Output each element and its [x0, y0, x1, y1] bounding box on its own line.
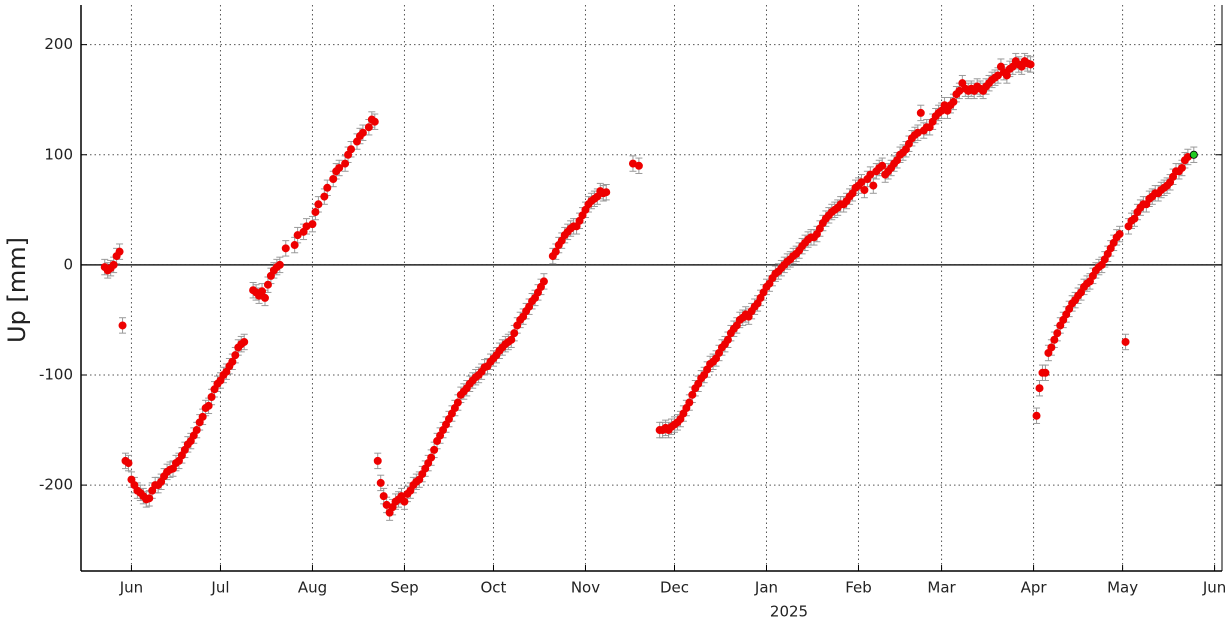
data-point [1189, 150, 1198, 159]
data-point [427, 453, 436, 462]
data-point [275, 260, 284, 269]
data-point [314, 200, 323, 209]
y-tick-label: 200 [44, 35, 73, 53]
data-point [364, 123, 373, 132]
data-point [878, 161, 887, 170]
data-point [1032, 411, 1041, 420]
data-point [358, 128, 367, 137]
data-point [290, 241, 299, 250]
data-point [258, 287, 267, 296]
data-point [551, 247, 560, 256]
data-point [311, 208, 320, 217]
data-point [510, 329, 519, 338]
data-point [430, 445, 439, 454]
x-tick-label: Jun [1202, 579, 1226, 597]
data-point [1053, 329, 1062, 338]
data-point [115, 247, 124, 256]
data-point [400, 497, 409, 506]
y-tick-label: 0 [63, 255, 73, 273]
data-point [207, 393, 216, 402]
data-point [723, 335, 732, 344]
data-point [145, 494, 154, 503]
x-tick-label: Nov [571, 579, 600, 597]
x-tick-label: Dec [660, 579, 689, 597]
y-tick-label: -200 [39, 476, 73, 494]
data-point [507, 335, 516, 344]
x-tick-label: Sep [390, 579, 418, 597]
data-point [1026, 60, 1035, 69]
data-point [293, 231, 302, 240]
x-tick-label: Jan [754, 579, 778, 597]
x-tick-label: Jul [210, 579, 229, 597]
data-point [860, 185, 869, 194]
data-point [240, 337, 249, 346]
data-point [1177, 163, 1186, 172]
data-point [308, 220, 317, 229]
y-axis-label: Up [mm] [3, 237, 31, 343]
data-point [370, 117, 379, 126]
x-axis-label: 2025 [770, 603, 808, 621]
x-tick-label: May [1107, 579, 1138, 597]
data-point [1130, 214, 1139, 223]
data-point [602, 188, 611, 197]
x-tick-label: Jun [119, 579, 143, 597]
y-tick-label: 100 [44, 145, 73, 163]
data-point [379, 492, 388, 501]
data-point [688, 390, 697, 399]
data-point [341, 159, 350, 168]
data-point [323, 183, 332, 192]
x-tick-label: Apr [1021, 579, 1048, 597]
data-point [320, 192, 329, 201]
data-point [916, 108, 925, 117]
x-tick-label: Aug [298, 579, 327, 597]
x-tick-label: Feb [845, 579, 872, 597]
y-tick-label: -100 [39, 365, 73, 383]
data-point [335, 163, 344, 172]
data-point [260, 293, 269, 302]
data-point [1035, 384, 1044, 393]
data-point [949, 97, 958, 106]
x-tick-label: Oct [481, 579, 507, 597]
data-point [231, 351, 240, 360]
data-point [1047, 343, 1056, 352]
data-point [109, 260, 118, 269]
data-point [228, 357, 237, 366]
data-point [857, 178, 866, 187]
data-point [281, 244, 290, 253]
data-point [198, 412, 207, 421]
data-point [1041, 368, 1050, 377]
data-point [373, 456, 382, 465]
data-point [329, 174, 338, 183]
data-point [1115, 230, 1124, 239]
data-point [685, 398, 694, 407]
data-point [204, 401, 213, 410]
x-tick-label: Mar [927, 579, 956, 597]
data-point [869, 181, 878, 190]
data-point [539, 277, 548, 286]
data-point [376, 478, 385, 487]
data-point [124, 459, 133, 468]
data-point [118, 321, 127, 330]
data-point [866, 170, 875, 179]
data-point [263, 280, 272, 289]
data-point [347, 145, 356, 154]
data-point [192, 426, 201, 435]
data-point [1050, 335, 1059, 344]
data-point [1002, 71, 1011, 80]
data-point [993, 71, 1002, 80]
data-point [1121, 337, 1130, 346]
data-point [453, 398, 462, 407]
data-point [634, 161, 643, 170]
